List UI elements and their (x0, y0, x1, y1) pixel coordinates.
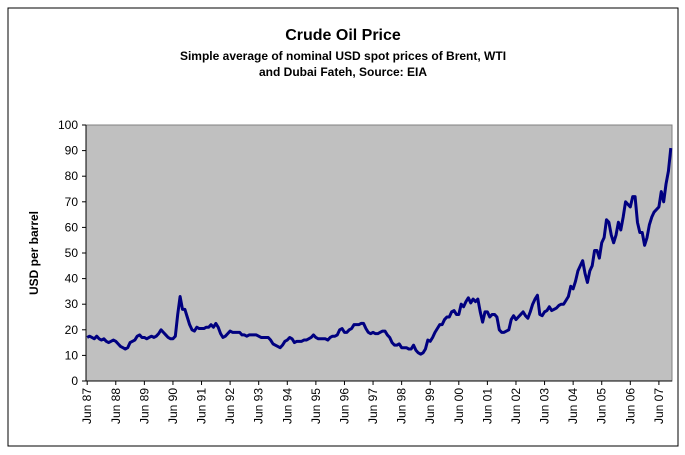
chart-title: Crude Oil Price (285, 27, 401, 44)
plot-area (85, 124, 673, 382)
x-tick-label: Jun 91 (195, 388, 209, 424)
x-tick-label: Jun 00 (452, 388, 466, 424)
x-tick-label: Jun 04 (566, 388, 580, 424)
x-tick-label: Jun 07 (652, 388, 666, 424)
x-tick-label: Jun 02 (509, 388, 523, 424)
x-tick-label: Jun 89 (137, 388, 151, 424)
y-tick-label: 20 (65, 323, 79, 337)
x-tick-label: Jun 92 (223, 388, 237, 424)
y-tick-label: 70 (65, 195, 79, 209)
x-tick-label: Jun 01 (480, 388, 494, 424)
x-tick-label: Jun 93 (252, 388, 266, 424)
x-tick-label: Jun 94 (280, 388, 294, 424)
x-tick-label: Jun 98 (395, 388, 409, 424)
x-tick-label: Jun 99 (423, 388, 437, 424)
y-tick-label: 90 (65, 144, 79, 158)
x-tick-label: Jun 97 (366, 388, 380, 424)
x-tick-label: Jun 87 (80, 388, 94, 424)
x-tick-label: Jun 03 (538, 388, 552, 424)
x-tick-label: Jun 90 (166, 388, 180, 424)
y-tick-label: 10 (65, 348, 79, 362)
x-tick-label: Jun 95 (309, 388, 323, 424)
y-tick-label: 100 (58, 118, 78, 132)
y-tick-label: 80 (65, 169, 79, 183)
y-tick-label: 50 (65, 246, 79, 260)
y-axis-label: USD per barrel (27, 211, 41, 295)
x-tick-label: Jun 88 (109, 388, 123, 424)
y-tick-label: 40 (65, 272, 79, 286)
y-tick-label: 60 (65, 220, 79, 234)
price-line (86, 147, 673, 356)
x-tick-label: Jun 05 (595, 388, 609, 424)
y-tick-label: 30 (65, 297, 79, 311)
chart-subtitle: Simple average of nominal USD spot price… (180, 49, 506, 79)
x-tick-label: Jun 96 (337, 388, 351, 424)
x-tick-label: Jun 06 (623, 388, 637, 424)
y-tick-label: 0 (71, 374, 78, 388)
